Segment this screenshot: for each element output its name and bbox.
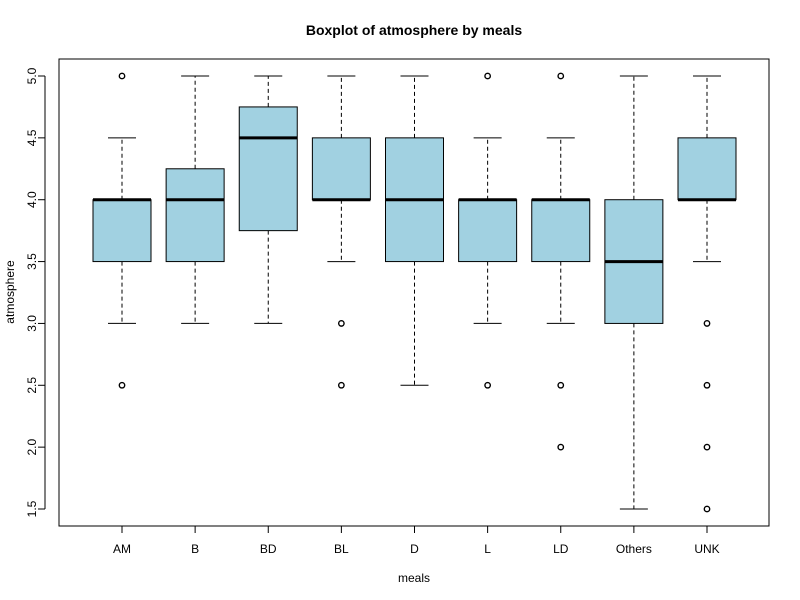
box-series xyxy=(92,72,737,513)
y-tick-label: 4.5 xyxy=(25,129,39,146)
x-tick-label: BL xyxy=(334,542,349,556)
box-b xyxy=(165,75,225,324)
x-tick-label: B xyxy=(191,542,199,556)
iqr-box xyxy=(92,199,152,263)
x-tick-label: Others xyxy=(616,542,652,556)
box-am xyxy=(92,72,152,389)
outlier-point xyxy=(337,320,345,327)
outlier-point xyxy=(703,505,711,513)
box-l xyxy=(458,72,518,389)
iqr-box xyxy=(165,168,225,263)
y-tick-label: 4.0 xyxy=(25,191,39,208)
y-tick-label: 3.0 xyxy=(25,315,39,332)
x-tick-label: BD xyxy=(260,542,277,556)
outlier-point xyxy=(703,443,711,451)
box-ld xyxy=(531,72,591,451)
outlier-point xyxy=(703,381,711,389)
outlier-point xyxy=(557,381,565,389)
x-tick-label: D xyxy=(410,542,419,556)
y-tick-label: 3.5 xyxy=(25,253,39,270)
iqr-box xyxy=(238,106,298,232)
outlier-point xyxy=(703,320,711,327)
outlier-point xyxy=(484,72,492,80)
outlier-point xyxy=(557,443,565,451)
x-tick-label: AM xyxy=(113,542,131,556)
x-axis: AM B BD BL D L LD Others UNK xyxy=(113,525,720,556)
iqr-box xyxy=(458,199,518,263)
box-others xyxy=(604,75,664,510)
y-tick-label: 5.0 xyxy=(25,67,39,84)
iqr-box xyxy=(531,199,591,263)
x-tick-label: L xyxy=(484,542,491,556)
y-tick-label: 2.0 xyxy=(25,438,39,455)
y-axis: 1.5 2.0 2.5 3.0 3.5 4.0 4.5 5.0 xyxy=(25,67,46,517)
y-tick-label: 1.5 xyxy=(25,500,39,517)
iqr-box xyxy=(311,137,371,201)
x-tick-label: LD xyxy=(553,542,569,556)
box-d xyxy=(385,75,444,386)
box-bd xyxy=(238,75,298,324)
y-tick-label: 2.5 xyxy=(25,377,39,394)
outlier-point xyxy=(337,381,345,389)
x-axis-label: meals xyxy=(398,571,430,585)
box-bl xyxy=(311,75,371,389)
box-unk xyxy=(677,75,737,513)
outlier-point xyxy=(484,381,492,389)
outlier-point xyxy=(557,72,565,80)
iqr-box xyxy=(677,137,737,201)
outlier-point xyxy=(118,381,126,389)
y-axis-label: atmosphere xyxy=(3,260,17,324)
outlier-point xyxy=(118,72,126,80)
chart-title: Boxplot of atmosphere by meals xyxy=(306,22,522,38)
x-tick-label: UNK xyxy=(694,542,719,556)
